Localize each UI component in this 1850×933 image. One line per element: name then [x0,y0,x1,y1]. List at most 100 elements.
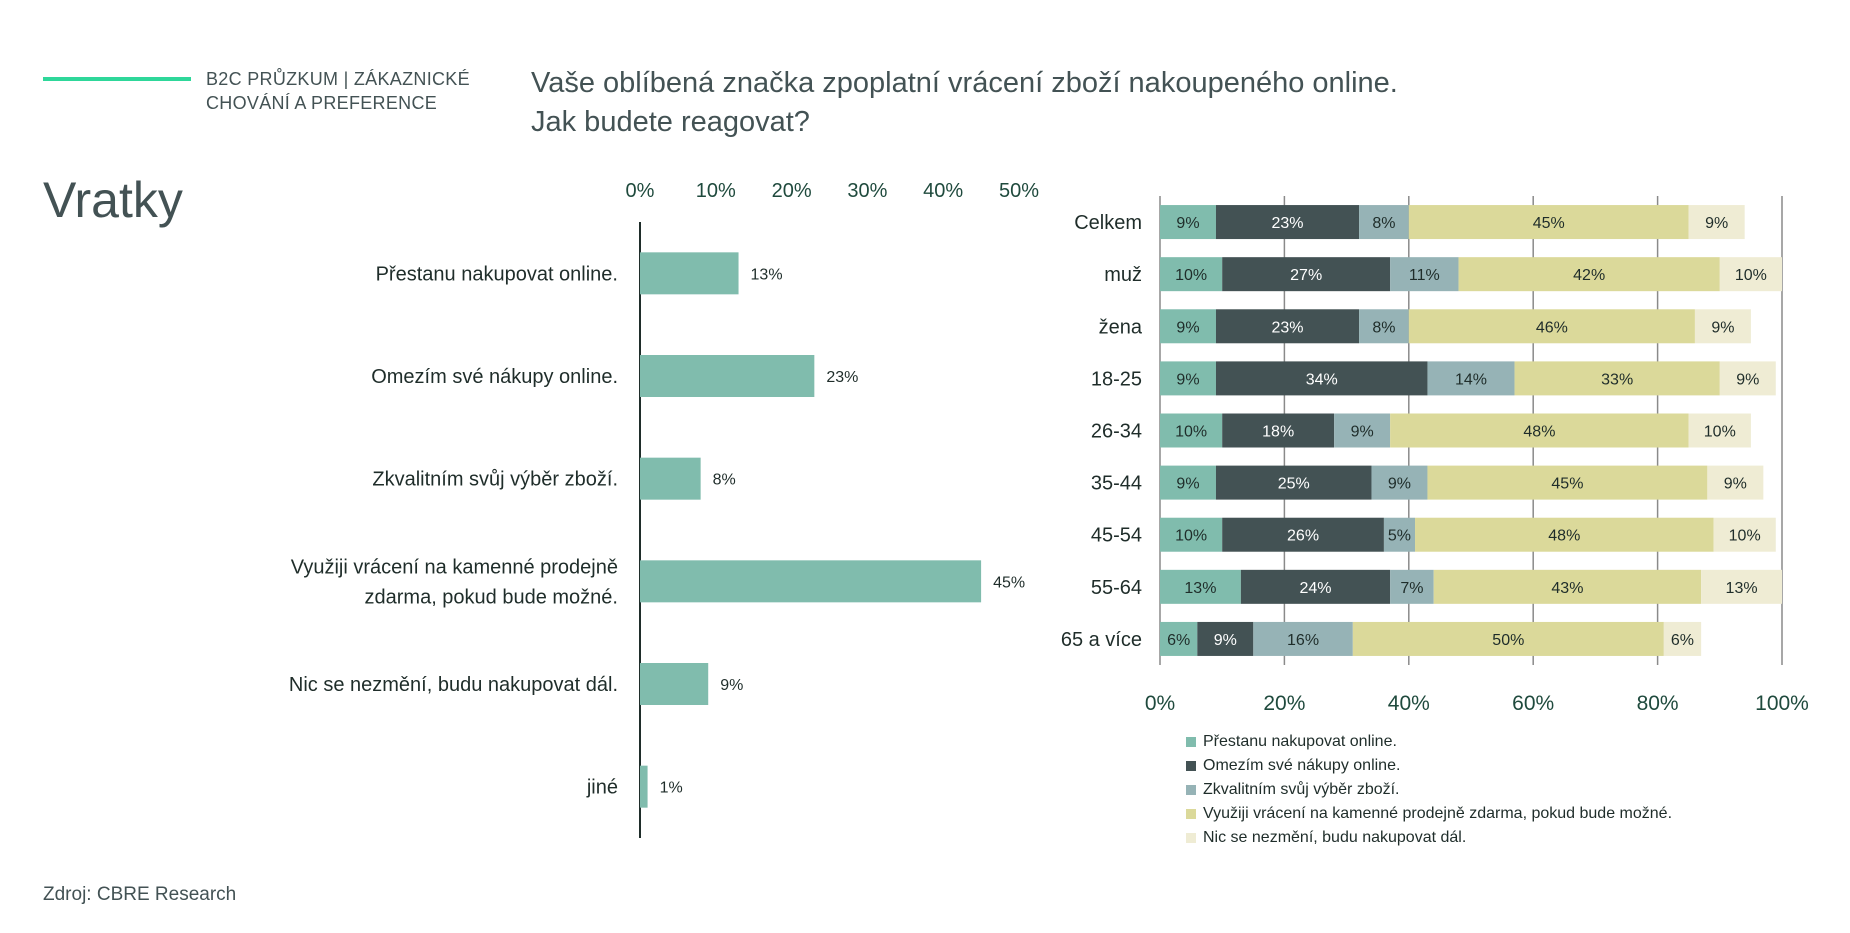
category-label: žena [1099,316,1143,338]
bar-segment [1458,257,1720,292]
section-label: B2C PRŮZKUM | ZÁKAZNICKÉ CHOVÁNÍ A PREFE… [206,67,496,115]
segment-label: 10% [1175,267,1207,284]
source-note: Zdroj: CBRE Research [43,884,237,905]
segment-label: 25% [1278,476,1310,493]
bar-segment [1215,309,1360,344]
bar-segment [1408,309,1695,344]
segment-label: 13% [1184,580,1216,597]
category-label: Zkvalitním svůj výběr zboží. [372,469,618,491]
bar-segment [1222,257,1391,292]
bar-segment [1408,205,1689,240]
page-title: Vratky [43,172,183,228]
legend-item: Zkvalitním svůj výběr zboží. [1186,778,1672,802]
data-label: 8% [713,472,736,489]
legend-swatch [1186,833,1196,843]
x-tick-label: 0% [1145,692,1175,715]
category-label: 65 a více [1061,629,1142,651]
segment-label: 48% [1548,528,1580,545]
legend-item: Nic se nezmění, budu nakupovat dál. [1186,826,1672,850]
segment-label: 14% [1455,371,1487,388]
survey-question: Vaše oblíbená značka zpoplatní vrácení z… [531,64,1531,142]
bar-segment [1160,569,1241,604]
segment-label: 9% [1711,319,1734,336]
x-tick-label: 40% [923,180,963,202]
x-tick-label: 20% [772,180,812,202]
segment-label: 9% [1388,476,1411,493]
bar-segment [1222,517,1384,552]
bar-segment [1383,517,1416,552]
segment-label: 27% [1290,267,1322,284]
bar-segment [1215,361,1428,396]
category-label: Přestanu nakupovat online. [376,263,618,285]
segment-label: 34% [1306,371,1338,388]
bar-segment [1390,413,1689,448]
data-label: 23% [826,369,858,386]
segment-label: 10% [1175,528,1207,545]
bar [640,457,701,500]
question-line1: Vaše oblíbená značka zpoplatní vrácení z… [531,67,1398,99]
segment-label: 45% [1551,476,1583,493]
bar-segment [1427,361,1515,396]
segment-label: 16% [1287,632,1319,649]
category-label: muž [1104,264,1142,286]
legend-label: Využiji vrácení na kamenné prodejně zdar… [1203,805,1673,822]
segment-label: 6% [1671,632,1694,649]
segment-label: 46% [1536,319,1568,336]
x-tick-label: 60% [1512,692,1554,715]
bar-segment [1707,465,1764,500]
segment-stacked-bar-chart: 0% 20% 40% 60% 80% 100% Celkem 9% 23% 8% 45% 9% muž 1… [1061,196,1809,715]
segment-label: 48% [1523,424,1555,441]
bar-segment [1390,569,1434,604]
segment-label: 9% [1736,371,1759,388]
x-tick-label: 50% [999,180,1039,202]
legend-swatch [1186,785,1196,795]
bar-segment [1719,361,1776,396]
bar-segment [1160,465,1216,500]
legend-label: Nic se nezmění, budu nakupovat dál. [1203,829,1467,846]
segment-label: 9% [1176,215,1199,232]
category-label: 26-34 [1091,421,1142,443]
category-label: Celkem [1074,212,1142,234]
x-tick-label: 30% [847,180,887,202]
segment-label: 9% [1351,424,1374,441]
segment-label: 18% [1262,424,1294,441]
bar-segment [1371,465,1428,500]
bar-segment [1160,413,1223,448]
category-label: Nic se nezmění, budu nakupovat dál. [289,674,618,696]
segment-label: 9% [1705,215,1728,232]
x-tick-label: 20% [1263,692,1305,715]
bar-segment [1197,621,1254,656]
bar-segment [1215,205,1360,240]
legend-item: Omezím své nákupy online. [1186,754,1672,778]
bar [640,355,815,397]
bar-segment [1240,569,1391,604]
segment-label: 10% [1735,267,1767,284]
bar-segment [1390,257,1459,292]
category-label: Využiji vrácení na kamenné prodejně [291,556,618,578]
accent-line [43,77,191,81]
chart-legend: Přestanu nakupovat online. Omezím své nák… [1186,730,1672,850]
legend-label: Zkvalitním svůj výběr zboží. [1203,781,1400,798]
bar-segment [1688,413,1751,448]
bar-segment [1415,517,1714,552]
segment-label: 33% [1601,371,1633,388]
segment-label: 50% [1492,632,1524,649]
x-tick-label: 10% [696,180,736,202]
bar [640,560,982,603]
segment-label: 9% [1724,476,1747,493]
data-label: 9% [720,677,743,694]
segment-label: 9% [1176,476,1199,493]
bar-segment [1433,569,1702,604]
x-tick-label: 80% [1637,692,1679,715]
data-label: 45% [993,574,1025,591]
bar-segment [1359,205,1409,240]
bar-segment [1713,517,1776,552]
bar-segment [1222,413,1335,448]
legend-label: Přestanu nakupovat online. [1203,733,1397,750]
bar-segment [1694,309,1751,344]
category-label: zdarma, pokud bude možné. [365,586,619,608]
bar-segment [1334,413,1391,448]
bar-segment [1427,465,1708,500]
data-label: 13% [751,266,783,283]
segment-label: 23% [1271,319,1303,336]
